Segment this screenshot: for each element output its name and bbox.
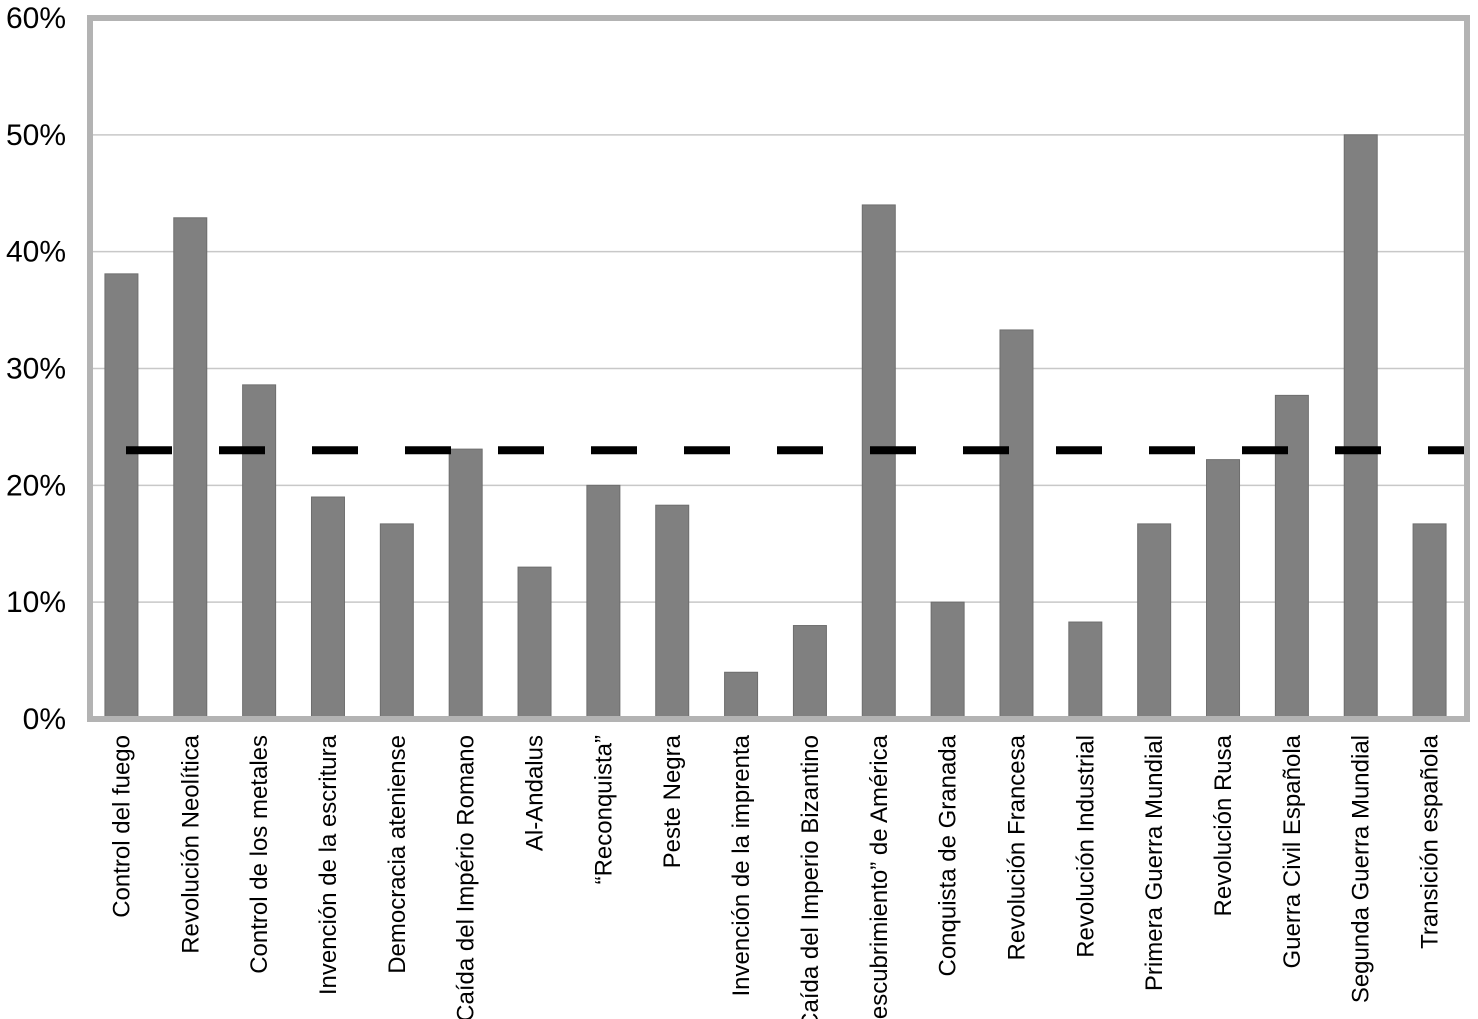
y-tick-labels: 0% 10% 20% 30% 40% 50% 60% <box>6 2 66 736</box>
x-category-label: Revolución Neolítica <box>177 734 204 953</box>
bar <box>930 601 965 720</box>
x-category-labels: Control del fuego Revolución Neolítica Con… <box>108 734 1443 1019</box>
bar <box>724 671 759 720</box>
x-category-label: Primera Guerra Mundial <box>1141 735 1168 991</box>
bar <box>586 484 621 720</box>
x-category-label: Peste Negra <box>659 734 686 868</box>
x-category-label: Revolución Francesa <box>1003 734 1030 960</box>
x-category-label: Control de los metales <box>246 735 273 974</box>
bar <box>173 217 208 720</box>
x-category-label: “Reconquista” <box>590 735 617 884</box>
bar <box>379 523 414 720</box>
x-category-label: Revolución Rusa <box>1210 734 1237 916</box>
bar <box>861 204 896 720</box>
y-tick-label: 20% <box>6 469 66 502</box>
bar <box>1137 523 1172 720</box>
bar <box>1343 134 1378 720</box>
y-tick-label: 40% <box>6 236 66 269</box>
bar <box>655 504 690 720</box>
y-tick-label: 10% <box>6 586 66 619</box>
x-category-label: Invención de la escritura <box>315 734 342 995</box>
bar <box>1068 621 1103 720</box>
y-tick-label: 60% <box>6 2 66 35</box>
bar <box>1274 394 1309 720</box>
x-category-label: Transición española <box>1417 734 1444 949</box>
x-category-label: Caída del Império Romano <box>453 735 480 1019</box>
bar <box>1412 523 1447 720</box>
x-category-label: Al-Andalus <box>522 735 549 851</box>
bar <box>999 329 1034 720</box>
x-category-label: Democracia ateniense <box>384 735 411 974</box>
bar <box>517 566 552 720</box>
bar <box>104 273 139 720</box>
bars <box>104 134 1447 720</box>
y-tick-label: 30% <box>6 353 66 386</box>
bar <box>792 625 827 720</box>
plot-frame <box>87 15 1470 722</box>
x-category-label: Guerra Civil Española <box>1279 734 1306 968</box>
x-category-label: Caída del Imperio Bizantino <box>797 735 824 1019</box>
grid-lines <box>90 18 1467 719</box>
x-category-label: Control del fuego <box>108 735 135 918</box>
x-category-label: Segunda Guerra Mundial <box>1348 735 1375 1003</box>
bar <box>242 384 277 720</box>
x-category-label: “Descubrimiento” de América <box>866 734 893 1019</box>
y-tick-label: 0% <box>23 703 66 736</box>
x-category-label: Conquista de Granada <box>935 734 962 976</box>
bar <box>1206 459 1241 720</box>
y-tick-label: 50% <box>6 119 66 152</box>
bar <box>310 496 345 720</box>
bar <box>448 448 483 720</box>
x-category-label: Revolución Industrial <box>1072 735 1099 958</box>
x-category-label: Invención de la imprenta <box>728 734 755 996</box>
